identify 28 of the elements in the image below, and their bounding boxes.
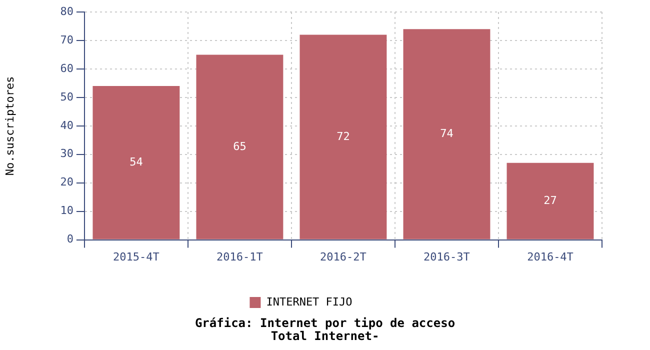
bar: [506, 162, 594, 240]
bar: [92, 86, 180, 240]
y-tick-label: 10: [60, 204, 74, 218]
legend-label: INTERNET FIJO: [266, 295, 352, 308]
text: Total Internet-: [270, 329, 380, 343]
y-tick-label: 20: [60, 176, 74, 189]
bar: [300, 34, 387, 240]
y-tick-label: 50: [60, 90, 74, 104]
data-label: 74: [440, 127, 454, 140]
x-tick-label: 2016-3T: [424, 250, 470, 264]
y-tick-label: 70: [60, 33, 74, 46]
x-tick-label: 2016-4T: [527, 250, 574, 264]
y-tick-label: 40: [60, 118, 74, 132]
bar: [403, 29, 490, 240]
data-label: 72: [336, 130, 350, 143]
bar: [196, 54, 284, 240]
x-tick-label: 2016-2T: [320, 250, 367, 264]
x-tick-label: 2016-1T: [216, 250, 264, 264]
data-label: 27: [544, 194, 557, 207]
text: Gráfica: Internet por tipo de acceso: [194, 316, 456, 330]
y-tick-label: 30: [60, 147, 74, 160]
y-tick-label: 0: [66, 232, 74, 246]
x-tick-label: 2015-4T: [113, 250, 160, 264]
y-tick-label: 80: [60, 4, 74, 18]
data-label: 65: [233, 140, 246, 153]
y-tick-label: 60: [60, 62, 74, 75]
y-axis-title: No.suscriptores: [3, 76, 16, 176]
data-label: 54: [130, 156, 144, 169]
